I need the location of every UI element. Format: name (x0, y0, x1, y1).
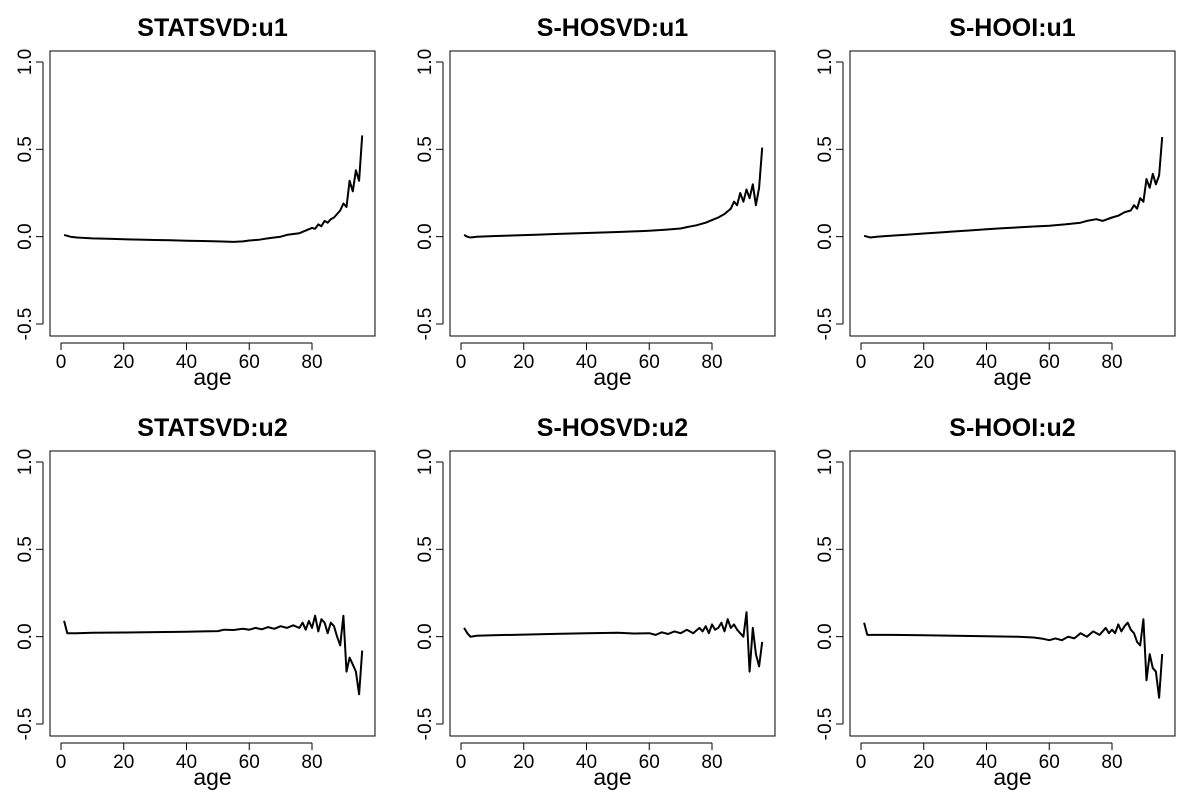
x-tick-label: 60 (239, 752, 260, 773)
panel-title: S-HOOI:u2 (949, 414, 1075, 442)
panel-6: S-HOOI:u2 0 20 40 60 80 age -0.5 0.0 0.5 1.0 (815, 414, 1176, 790)
x-tick-label: 80 (301, 752, 322, 773)
x-tick-label: 0 (56, 352, 67, 373)
panel-4: STATSVD:u2 0 20 40 60 80 age -0.5 0.0 0.5 1.0 (15, 414, 376, 790)
x-tick-label: 40 (176, 752, 197, 773)
y-tick-label: 1.0 (815, 449, 836, 475)
x-tick-label: 0 (856, 352, 867, 373)
y-tick-label: 0.0 (15, 623, 36, 649)
series-line (863, 618, 1164, 699)
x-axis-label: age (993, 364, 1031, 390)
x-tick-label: 60 (1039, 352, 1060, 373)
series-line (863, 137, 1164, 239)
x-tick-label: 80 (701, 752, 722, 773)
panel-title: STATSVD:u2 (137, 414, 287, 442)
x-tick-label: 0 (456, 752, 467, 773)
plot-frame (449, 50, 776, 337)
y-tick-label: -0.5 (415, 308, 436, 341)
y-tick-label: -0.5 (815, 708, 836, 741)
x-axis-label: age (193, 764, 231, 790)
plot-frame (849, 450, 1176, 737)
y-tick-label: -0.5 (15, 308, 36, 341)
x-tick-label: 20 (913, 752, 934, 773)
plot-frame (49, 50, 376, 337)
y-tick-label: 0.5 (15, 536, 36, 562)
y-tick-label: 0.5 (15, 136, 36, 162)
plot-frame (849, 50, 1176, 337)
y-tick-label: 1.0 (15, 449, 36, 475)
x-tick-label: 60 (1039, 752, 1060, 773)
plot-frame (449, 450, 776, 737)
series-line (463, 611, 764, 673)
x-tick-label: 20 (513, 352, 534, 373)
panel-3: S-HOOI:u1 0 20 40 60 80 age -0.5 0.0 0.5 1.0 (815, 14, 1176, 390)
y-tick-label: 0.5 (815, 536, 836, 562)
panel-5: S-HOSVD:u2 0 20 40 60 80 age -0.5 0.0 0.5 1.0 (415, 414, 776, 790)
plot-frame (49, 450, 376, 737)
panel-1: STATSVD:u1 0 20 40 60 80 age -0.5 0.0 0.5 1.0 (15, 14, 376, 390)
x-tick-label: 40 (176, 352, 197, 373)
x-tick-label: 20 (913, 352, 934, 373)
panel-2: S-HOSVD:u1 0 20 40 60 80 age -0.5 0.0 0.5 1.0 (415, 14, 776, 390)
x-tick-label: 80 (1101, 752, 1122, 773)
y-tick-label: 0.0 (815, 623, 836, 649)
y-tick-label: 0.5 (815, 136, 836, 162)
y-tick-label: 0.0 (815, 223, 836, 249)
x-tick-label: 20 (513, 752, 534, 773)
x-tick-label: 0 (456, 352, 467, 373)
x-tick-label: 60 (639, 752, 660, 773)
y-tick-label: -0.5 (415, 708, 436, 741)
y-tick-label: 1.0 (415, 49, 436, 75)
panel-title: S-HOSVD:u1 (537, 14, 689, 42)
y-tick-label: 1.0 (815, 49, 836, 75)
x-axis-label: age (593, 364, 631, 390)
y-tick-label: 0.5 (415, 536, 436, 562)
y-tick-label: 1.0 (415, 449, 436, 475)
x-tick-label: 40 (976, 752, 997, 773)
x-tick-label: 40 (976, 352, 997, 373)
y-tick-label: 0.0 (415, 623, 436, 649)
series-line (63, 135, 364, 243)
y-tick-label: -0.5 (815, 308, 836, 341)
x-tick-label: 80 (701, 352, 722, 373)
x-tick-label: 40 (576, 352, 597, 373)
x-tick-label: 0 (856, 752, 867, 773)
panel-title: STATSVD:u1 (137, 14, 288, 42)
x-tick-label: 40 (576, 752, 597, 773)
y-tick-label: 1.0 (15, 49, 36, 75)
y-tick-label: -0.5 (15, 708, 36, 741)
x-tick-label: 0 (56, 752, 67, 773)
x-axis-label: age (193, 364, 231, 390)
y-tick-label: 0.0 (15, 223, 36, 249)
series-line (63, 614, 364, 696)
x-tick-label: 60 (239, 352, 260, 373)
x-tick-label: 80 (1101, 352, 1122, 373)
panel-title: S-HOSVD:u2 (537, 414, 688, 442)
series-line (463, 147, 764, 239)
x-axis-label: age (593, 764, 631, 790)
x-axis-label: age (993, 764, 1031, 790)
y-tick-label: 0.0 (415, 223, 436, 249)
x-tick-label: 60 (639, 352, 660, 373)
x-tick-label: 80 (301, 352, 322, 373)
panel-title: S-HOOI:u1 (949, 14, 1075, 42)
x-tick-label: 20 (113, 352, 134, 373)
x-tick-label: 20 (113, 752, 134, 773)
y-tick-label: 0.5 (415, 136, 436, 162)
